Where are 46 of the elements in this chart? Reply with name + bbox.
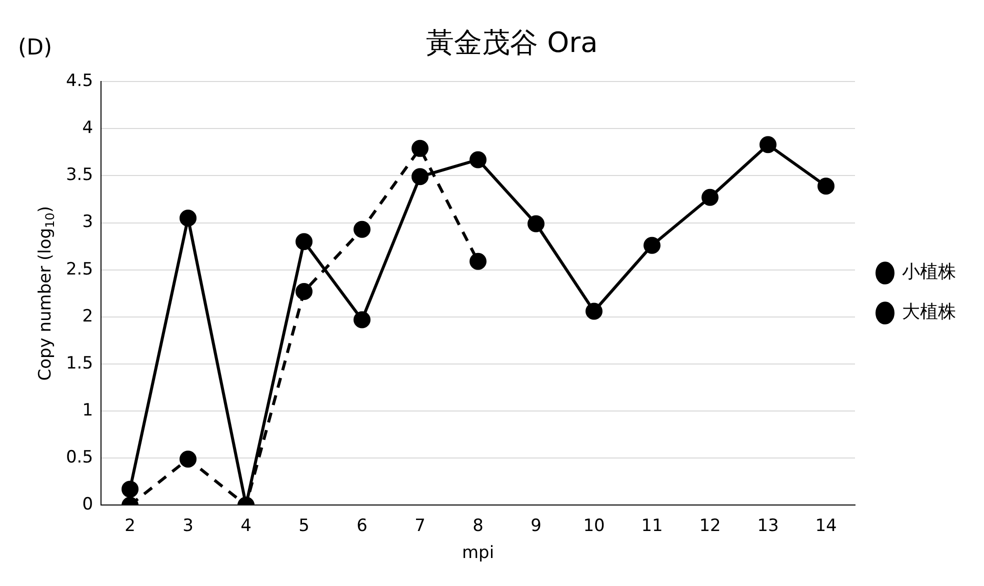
x-tick-label: 7 [414,516,426,536]
point [354,311,371,328]
y-tick-label: 4.5 [66,71,94,92]
chart-title: 黃金茂谷 Ora [426,26,598,60]
point [528,215,545,232]
y-tick-label: 1.5 [66,353,94,374]
y-tick-label: 0 [82,494,94,515]
x-tick-label: 6 [356,516,368,536]
y-tick-label: 3 [82,212,94,232]
point [644,236,661,254]
legend-label: 大植株 [902,302,956,323]
y-tick-label: 2.5 [66,259,94,280]
x-tick-label: 2 [124,516,136,536]
y-tick-label: 0.5 [66,448,94,468]
text: (D) [18,36,52,61]
point [818,178,834,195]
point [412,168,429,186]
point [586,302,603,320]
y-tick-label: 4 [82,118,94,138]
point [180,210,197,227]
legend-label: 小植株 [902,262,956,283]
x-tick-label: 10 [583,516,605,536]
y-tick-label: 3.5 [66,165,94,186]
x-tick-label: 3 [182,516,194,536]
point [122,480,139,498]
x-tick-label: 11 [641,516,663,536]
point [470,252,487,270]
x-axis-title: mpi [462,543,494,564]
point [354,220,371,238]
x-tick-label: 4 [240,516,252,536]
point [412,140,429,157]
point [296,283,313,300]
x-tick-label: 5 [298,516,310,536]
y-axis-title: Copy number (log10) [35,206,58,381]
x-tick-label: 12 [699,516,721,536]
x-tick-label: 8 [472,516,484,536]
point [470,151,487,168]
x-tick-label: 14 [815,516,837,536]
point [180,450,197,468]
point [760,136,777,154]
point [296,233,313,250]
y-tick-label: 1 [82,400,94,420]
x-tick-label: 9 [530,516,542,536]
x-tick-label: 13 [757,516,779,536]
y-tick-label: 2 [82,306,94,326]
point [702,188,719,206]
